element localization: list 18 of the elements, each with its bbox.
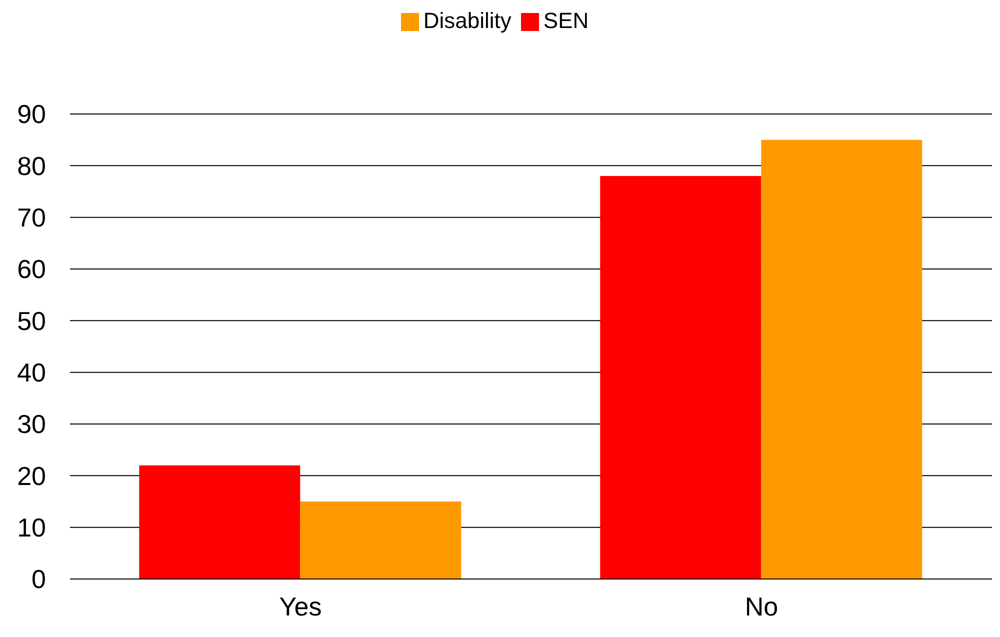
y-tick-label: 10 (17, 512, 46, 543)
legend-label: Disability (423, 8, 512, 33)
legend-label: SEN (543, 8, 589, 33)
y-tick-label: 70 (17, 202, 46, 233)
bar (139, 465, 300, 579)
bar (600, 176, 762, 579)
y-tick-label: 80 (17, 150, 46, 181)
y-tick-label: 50 (17, 306, 46, 336)
x-tick-label: No (744, 591, 778, 622)
bar (761, 140, 922, 579)
x-tick-label: Yes (279, 591, 322, 622)
y-tick-label: 40 (17, 358, 46, 388)
y-tick-label: 0 (32, 564, 46, 594)
y-tick-label: 60 (17, 254, 46, 284)
y-tick-label: 30 (17, 409, 46, 440)
bar (300, 502, 462, 579)
y-tick-label: 20 (17, 460, 46, 491)
y-tick-label: 90 (17, 99, 46, 130)
